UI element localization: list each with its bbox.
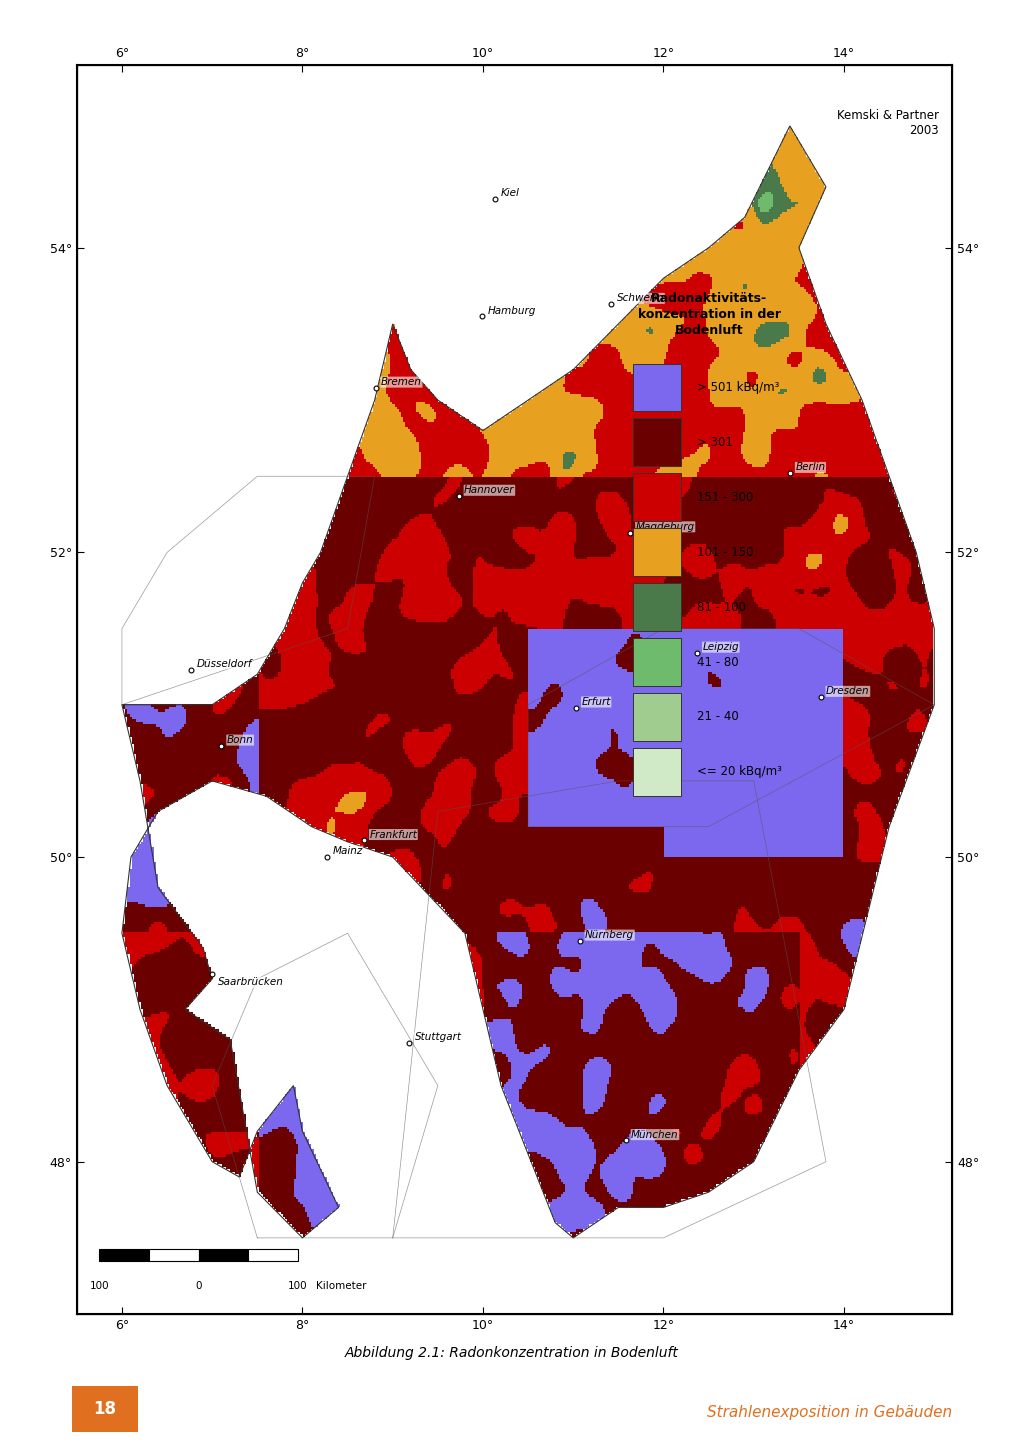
Bar (633, 583, 681, 631)
Text: Erfurt: Erfurt (582, 697, 611, 708)
Text: Mainz: Mainz (333, 846, 362, 856)
Text: München: München (631, 1129, 679, 1139)
Text: Hannover: Hannover (464, 485, 515, 495)
FancyBboxPatch shape (199, 1249, 248, 1261)
Text: 100: 100 (288, 1281, 308, 1291)
Text: Frankfurt: Frankfurt (370, 829, 417, 839)
Text: Magdeburg: Magdeburg (636, 521, 694, 531)
Text: <= 20 kBq/m³: <= 20 kBq/m³ (696, 765, 781, 778)
Bar (633, 638, 681, 686)
Bar (633, 529, 681, 576)
Text: Kilometer: Kilometer (316, 1281, 367, 1291)
FancyBboxPatch shape (248, 1249, 298, 1261)
Bar (633, 364, 681, 412)
Text: 0: 0 (196, 1281, 202, 1291)
Text: Stuttgart: Stuttgart (415, 1032, 462, 1043)
Text: 21 - 40: 21 - 40 (696, 710, 738, 723)
Text: 100: 100 (89, 1281, 110, 1291)
Text: Berlin: Berlin (796, 462, 825, 472)
Text: Kemski & Partner
2003: Kemski & Partner 2003 (838, 108, 939, 137)
Text: Nürnberg: Nürnberg (585, 930, 634, 940)
Text: Schwerin: Schwerin (616, 293, 665, 303)
Text: Dresden: Dresden (826, 686, 869, 696)
Bar (633, 474, 681, 521)
Text: Radonaktivitäts-
konzentration in der
Bodenluft: Radonaktivitäts- konzentration in der Bo… (638, 292, 781, 338)
Text: > 501 kBq/m³: > 501 kBq/m³ (696, 381, 779, 394)
Text: Kiel: Kiel (501, 188, 519, 198)
FancyBboxPatch shape (150, 1249, 199, 1261)
Bar (633, 419, 681, 466)
Bar (633, 693, 681, 741)
Text: 151 - 300: 151 - 300 (696, 491, 753, 504)
Text: 101 - 150: 101 - 150 (696, 546, 754, 559)
Text: 18: 18 (93, 1401, 117, 1418)
Text: Leipzig: Leipzig (702, 643, 739, 653)
Text: Düsseldorf: Düsseldorf (197, 658, 253, 669)
Text: 41 - 80: 41 - 80 (696, 656, 738, 669)
Text: Abbildung 2.1: Radonkonzentration in Bodenluft: Abbildung 2.1: Radonkonzentration in Bod… (345, 1346, 679, 1360)
Text: Strahlenexposition in Gebäuden: Strahlenexposition in Gebäuden (708, 1405, 952, 1419)
Bar (633, 748, 681, 796)
Text: 81 - 100: 81 - 100 (696, 601, 745, 614)
Text: Bremen: Bremen (381, 377, 422, 387)
Text: Bonn: Bonn (226, 735, 254, 745)
Text: > 301: > 301 (696, 436, 732, 449)
FancyBboxPatch shape (99, 1249, 150, 1261)
Text: Hamburg: Hamburg (487, 306, 536, 316)
Text: Saarbrücken: Saarbrücken (218, 978, 284, 988)
